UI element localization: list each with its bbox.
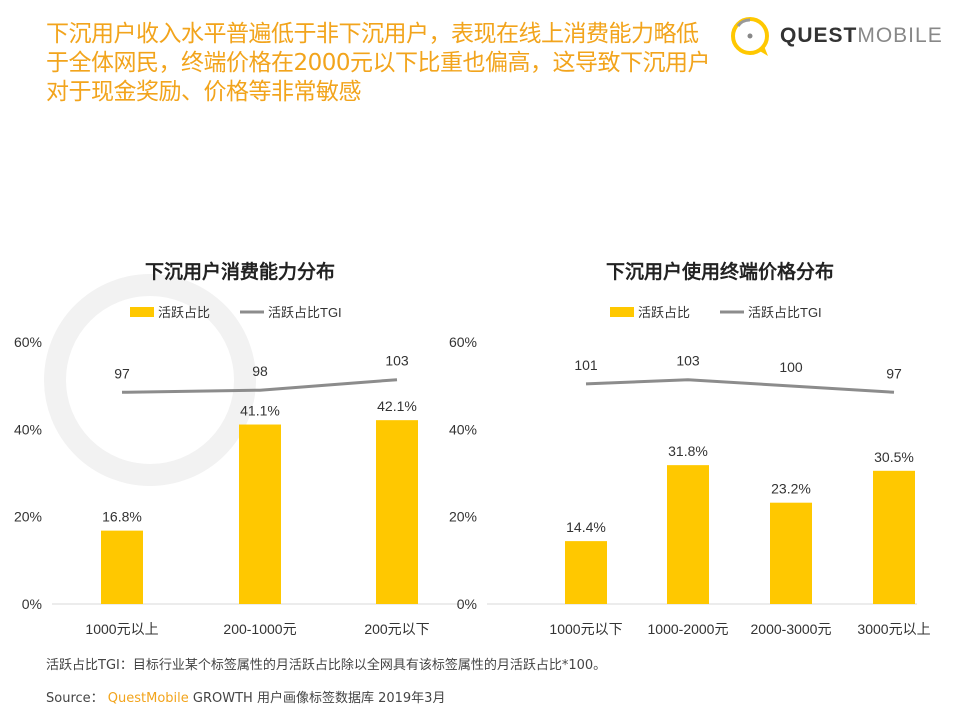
x-tick-label: 200-1000元 (223, 621, 296, 637)
y-tick-label: 0% (457, 596, 477, 612)
source: Source： QuestMobile GROWTH 用户画像标签数据库 201… (46, 687, 445, 706)
bar (873, 470, 915, 604)
source-rest: GROWTH 用户画像标签数据库 2019年3月 (192, 691, 446, 706)
logo: QUESTMOBILE (728, 14, 943, 58)
source-label: Source： (46, 691, 104, 706)
legend-bar-swatch (610, 307, 634, 317)
bar (239, 424, 281, 604)
x-tick-label: 1000元以下 (549, 621, 622, 637)
y-tick-label: 60% (14, 334, 42, 350)
x-tick-label: 1000-2000元 (648, 621, 729, 637)
legend-bar-label: 活跃占比 (638, 305, 690, 320)
tgi-data-label: 103 (385, 353, 409, 369)
bar (101, 530, 143, 604)
tgi-note: 活跃占比TGI：目标行业某个标签属性的月活跃占比除以全网具有该标签属性的月活跃占… (46, 658, 607, 673)
tgi-data-label: 97 (886, 365, 902, 381)
bar-data-label: 23.2% (771, 481, 811, 497)
legend-bar-swatch (130, 307, 154, 317)
tgi-data-label: 103 (676, 353, 700, 369)
bar-data-label: 41.1% (240, 403, 280, 419)
legend-line-label: 活跃占比TGI (748, 305, 822, 320)
y-tick-label: 40% (449, 421, 477, 437)
page-title: 下沉用户收入水平普遍低于非下沉用户，表现在线上消费能力略低于全体网民，终端价格在… (46, 21, 711, 105)
bar (770, 502, 812, 604)
legend-bar-label: 活跃占比 (158, 305, 210, 320)
tgi-data-label: 101 (574, 357, 598, 373)
tgi-data-label: 100 (779, 359, 803, 375)
x-tick-label: 2000-3000元 (751, 621, 832, 637)
y-tick-label: 20% (14, 509, 42, 525)
tgi-data-label: 98 (252, 363, 268, 379)
chart-title: 下沉用户消费能力分布 (145, 260, 335, 283)
x-tick-label: 200元以下 (364, 621, 429, 637)
legend-line-label: 活跃占比TGI (268, 305, 342, 320)
y-tick-label: 20% (449, 509, 477, 525)
y-tick-label: 40% (14, 421, 42, 437)
bar (376, 420, 418, 604)
y-tick-label: 0% (22, 596, 42, 612)
bar-data-label: 30.5% (874, 449, 914, 465)
bar-data-label: 14.4% (566, 519, 606, 535)
bar-data-label: 31.8% (668, 443, 708, 459)
x-tick-label: 3000元以上 (857, 621, 930, 637)
tgi-line (585, 378, 895, 394)
bar (667, 465, 709, 604)
bar (565, 541, 607, 604)
bar-data-label: 42.1% (377, 398, 417, 414)
source-brand: QuestMobile (107, 691, 189, 706)
logo-light: MOBILE (857, 24, 943, 47)
x-tick-label: 1000元以上 (85, 621, 158, 637)
bar-data-label: 16.8% (102, 509, 142, 525)
logo-bold: QUEST (780, 24, 858, 47)
logo-icon (731, 17, 769, 56)
y-tick-label: 60% (449, 334, 477, 350)
watermark-ring (44, 274, 256, 486)
tgi-data-label: 97 (114, 365, 130, 381)
chart-title: 下沉用户使用终端价格分布 (606, 260, 834, 283)
tgi-line (121, 378, 398, 394)
